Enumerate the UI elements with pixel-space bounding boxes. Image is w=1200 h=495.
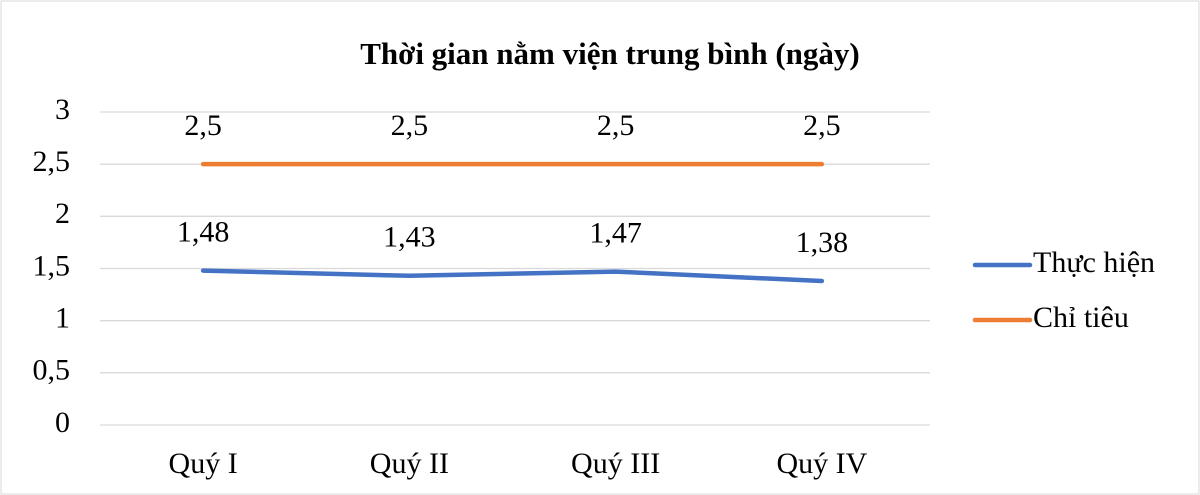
- data-label: 1,43: [383, 221, 436, 254]
- data-label: 2,5: [803, 109, 841, 142]
- x-tick-label: Quý III: [571, 447, 660, 480]
- y-tick-label: 1: [55, 302, 70, 335]
- y-tick-label: 2,5: [33, 145, 71, 178]
- data-label: 2,5: [184, 109, 222, 142]
- series-line: [200, 268, 825, 284]
- data-label: 2,5: [597, 109, 635, 142]
- y-tick-label: 1,5: [33, 249, 71, 282]
- chart-title: Thời gian nằm viện trung bình (ngày): [360, 36, 860, 71]
- legend-label: Chỉ tiêu: [1033, 301, 1129, 334]
- data-label: 1,47: [589, 217, 642, 250]
- x-tick-label: Quý II: [370, 447, 449, 480]
- data-label: 1,48: [177, 215, 230, 248]
- y-tick-label: 0: [55, 406, 70, 439]
- y-tick-label: 0,5: [33, 354, 71, 387]
- x-tick-label: Quý IV: [776, 447, 867, 480]
- legend-label: Thực hiện: [1033, 246, 1155, 279]
- data-label: 1,38: [796, 226, 849, 259]
- y-tick-label: 3: [55, 93, 70, 126]
- data-label: 2,5: [391, 109, 429, 142]
- y-tick-label: 2: [55, 197, 70, 230]
- x-tick-label: Quý I: [169, 447, 238, 480]
